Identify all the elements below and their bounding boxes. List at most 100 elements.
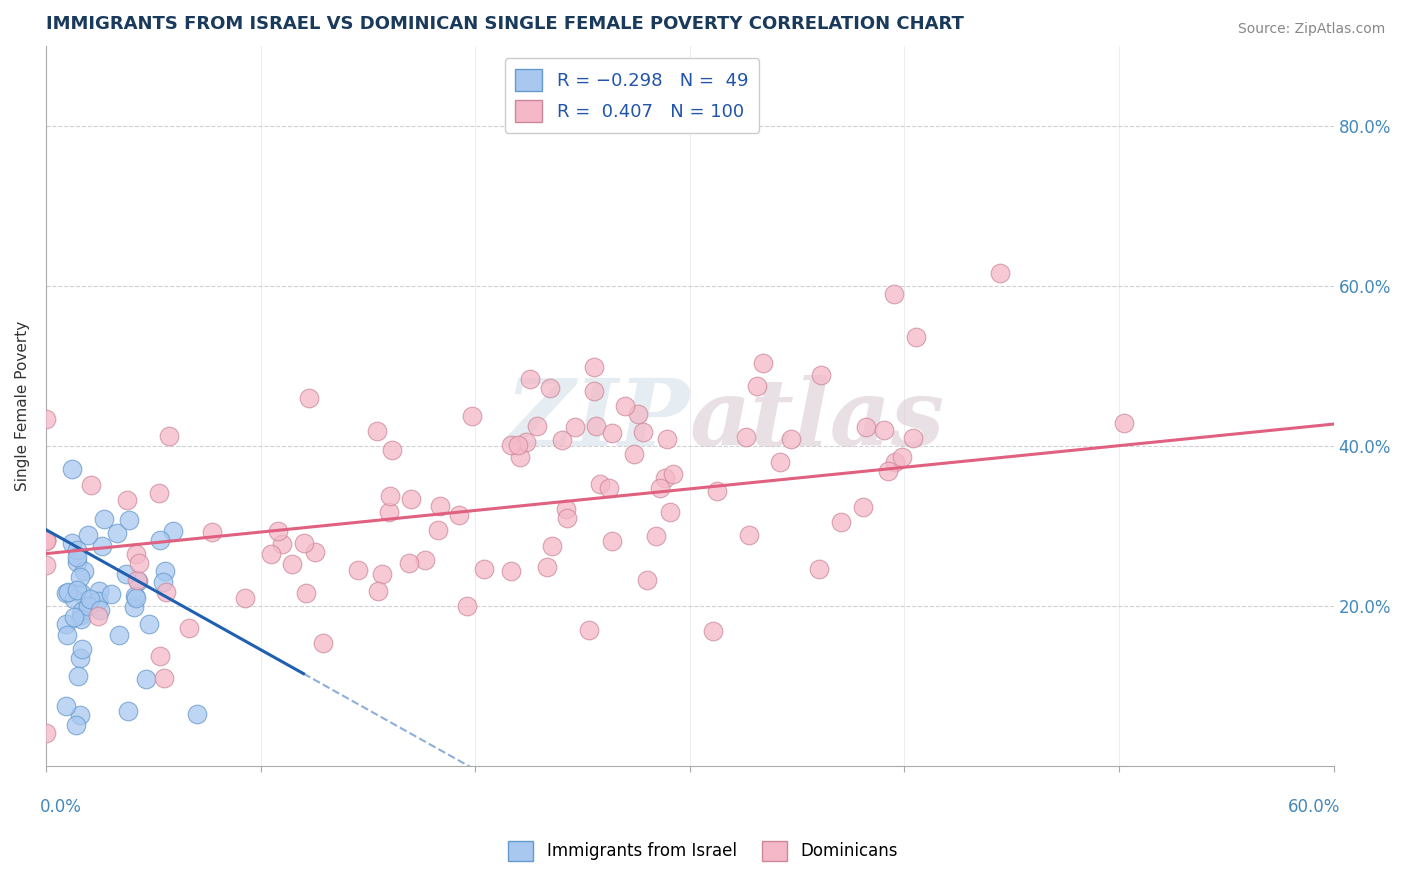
Point: [66, 583, 89, 598]
Point: [706, 483, 728, 498]
Point: [87, 594, 110, 608]
Point: [100, 587, 122, 601]
Point: [153, 564, 176, 578]
Point: [70, 607, 93, 622]
Point: [883, 455, 905, 469]
Point: [70, 642, 93, 657]
Point: [891, 450, 914, 464]
Point: [347, 563, 370, 577]
Point: [70, 585, 93, 599]
Point: [456, 599, 478, 613]
Point: [551, 433, 574, 447]
Point: [63, 610, 86, 624]
Point: [636, 573, 658, 587]
Point: [501, 438, 523, 452]
Point: [1112, 417, 1135, 431]
Point: [105, 526, 128, 541]
Point: [855, 420, 877, 434]
Text: Source: ZipAtlas.com: Source: ZipAtlas.com: [1237, 22, 1385, 37]
Point: [662, 467, 685, 481]
Point: [65, 718, 87, 732]
Point: [585, 419, 607, 434]
Point: [501, 564, 523, 578]
Point: [270, 537, 292, 551]
Y-axis label: Single Female Poverty: Single Female Poverty: [15, 320, 30, 491]
Text: 60.0%: 60.0%: [1288, 798, 1340, 816]
Point: [77, 528, 100, 542]
Point: [807, 562, 830, 576]
Point: [378, 505, 401, 519]
Point: [780, 433, 803, 447]
Point: [413, 553, 436, 567]
Point: [583, 384, 606, 398]
Point: [77, 599, 100, 614]
Point: [447, 508, 470, 522]
Legend: Immigrants from Israel, Dominicans: Immigrants from Israel, Dominicans: [502, 834, 904, 868]
Point: [118, 513, 141, 527]
Point: [35, 726, 58, 740]
Point: [600, 426, 623, 441]
Point: [398, 556, 420, 570]
Point: [901, 431, 924, 445]
Point: [810, 368, 832, 383]
Point: [298, 391, 321, 405]
Point: [148, 485, 170, 500]
Point: [201, 525, 224, 540]
Point: [702, 624, 724, 639]
Point: [115, 567, 138, 582]
Point: [66, 556, 89, 570]
Point: [73, 564, 96, 578]
Point: [472, 562, 495, 576]
Point: [292, 536, 315, 550]
Point: [35, 533, 58, 547]
Point: [122, 599, 145, 614]
Point: [125, 574, 148, 588]
Point: [69, 651, 91, 665]
Point: [872, 423, 894, 437]
Point: [526, 418, 548, 433]
Point: [70, 612, 93, 626]
Point: [429, 500, 451, 514]
Point: [35, 533, 58, 548]
Point: [644, 529, 666, 543]
Point: [883, 286, 905, 301]
Point: [108, 628, 131, 642]
Point: [738, 528, 761, 542]
Point: [304, 545, 326, 559]
Point: [600, 533, 623, 548]
Point: [260, 547, 283, 561]
Point: [80, 478, 103, 492]
Point: [654, 471, 676, 485]
Point: [69, 570, 91, 584]
Point: [117, 704, 139, 718]
Point: [60, 462, 83, 476]
Point: [378, 489, 401, 503]
Point: [62, 591, 84, 606]
Point: [877, 464, 900, 478]
Point: [87, 608, 110, 623]
Point: [506, 438, 529, 452]
Legend: R = −0.298   N =  49, R =  0.407   N = 100: R = −0.298 N = 49, R = 0.407 N = 100: [505, 58, 759, 133]
Text: atlas: atlas: [690, 375, 945, 465]
Point: [623, 447, 645, 461]
Point: [162, 524, 184, 538]
Point: [588, 477, 610, 491]
Point: [157, 429, 180, 443]
Point: [583, 360, 606, 375]
Point: [55, 617, 77, 632]
Point: [149, 648, 172, 663]
Point: [735, 430, 758, 444]
Point: [127, 574, 149, 588]
Point: [655, 432, 678, 446]
Point: [426, 524, 449, 538]
Point: [55, 699, 77, 714]
Point: [125, 591, 148, 606]
Text: ZIP: ZIP: [506, 375, 690, 465]
Point: [124, 589, 146, 603]
Point: [905, 330, 928, 344]
Point: [294, 586, 316, 600]
Point: [399, 492, 422, 507]
Point: [381, 443, 404, 458]
Point: [79, 591, 101, 606]
Point: [152, 575, 174, 590]
